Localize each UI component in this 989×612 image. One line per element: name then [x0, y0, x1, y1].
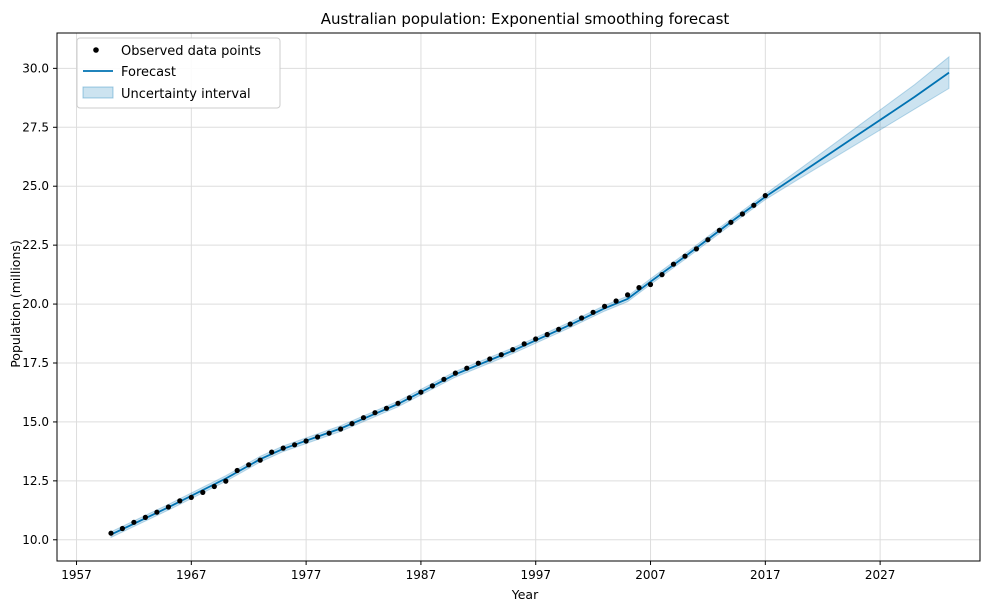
- observed-point: [670, 261, 677, 267]
- observed-point: [108, 530, 114, 536]
- x-tick-label: 2027: [865, 568, 896, 582]
- forecast-line: [110, 71, 950, 536]
- x-tick-label: 1977: [291, 568, 322, 582]
- y-tick-label: 27.5: [22, 120, 49, 134]
- legend: Observed data points Forecast Uncertaint…: [76, 37, 281, 109]
- legend-observed-label: Observed data points: [121, 44, 261, 59]
- observed-point: [636, 285, 642, 291]
- x-axis-ticks: 1957 1967 1977 1987 1997 2007 2017 2027: [61, 561, 895, 582]
- y-tick-label: 30.0: [22, 61, 49, 75]
- uncertainty-band: [110, 55, 950, 539]
- x-tick-label: 2007: [635, 568, 666, 582]
- y-tick-label: 17.5: [22, 356, 49, 370]
- observed-point: [349, 421, 355, 427]
- y-tick-label: 10.0: [22, 533, 49, 547]
- x-tick-label: 2017: [750, 568, 781, 582]
- legend-interval-label: Uncertainty interval: [121, 87, 251, 102]
- observed-point: [452, 370, 458, 376]
- chart-title: Australian population: Exponential smoot…: [321, 10, 730, 28]
- x-tick-label: 1957: [61, 568, 92, 582]
- observed-point: [280, 445, 286, 451]
- observed-point: [533, 336, 539, 342]
- observed-point: [590, 309, 596, 315]
- observed-point: [510, 347, 516, 353]
- observed-point: [177, 498, 183, 504]
- observed-point: [131, 519, 137, 525]
- observed-point: [292, 442, 298, 448]
- forecast-line-group: [110, 71, 950, 536]
- observed-point: [142, 514, 148, 521]
- y-tick-label: 22.5: [22, 238, 49, 252]
- observed-point: [705, 237, 711, 243]
- observed-point: [269, 449, 275, 455]
- y-tick-label: 25.0: [22, 179, 49, 193]
- legend-observed-marker: [93, 47, 99, 53]
- observed-point: [211, 483, 217, 490]
- observed-point: [579, 315, 585, 321]
- observed-point: [647, 281, 654, 288]
- observed-point: [544, 331, 550, 338]
- observed-point: [383, 405, 390, 411]
- observed-point: [372, 410, 378, 416]
- observed-point: [739, 211, 746, 217]
- legend-box: [76, 37, 281, 109]
- y-tick-label: 20.0: [22, 297, 49, 311]
- observed-point: [418, 389, 424, 395]
- legend-interval-swatch: [82, 86, 114, 99]
- observed-point: [475, 360, 481, 366]
- observed-point: [659, 272, 665, 278]
- observed-point: [429, 383, 435, 389]
- observed-point: [338, 426, 344, 432]
- plot-frame: [56, 32, 981, 562]
- observed-point: [257, 457, 263, 463]
- observed-point: [693, 246, 700, 252]
- observed-point: [360, 415, 367, 421]
- observed-point: [602, 303, 608, 309]
- observed-point: [716, 227, 723, 233]
- observed-point: [395, 400, 401, 406]
- x-tick-label: 1987: [406, 568, 437, 582]
- observed-points: [108, 193, 768, 536]
- observed-point: [682, 253, 688, 259]
- x-axis-label: Year: [511, 587, 539, 602]
- observed-point: [303, 438, 309, 444]
- observed-point: [567, 321, 573, 327]
- legend-forecast-label: Forecast: [121, 65, 176, 80]
- observed-point: [406, 395, 412, 401]
- observed-point: [464, 365, 470, 371]
- observed-point: [315, 434, 321, 440]
- observed-point: [487, 356, 493, 362]
- observed-point: [223, 478, 229, 484]
- observed-point: [613, 298, 619, 304]
- observed-point: [762, 193, 768, 199]
- observed-point: [154, 509, 160, 515]
- observed-point: [188, 494, 194, 500]
- observed-point: [234, 467, 240, 474]
- uncertainty-interval-area: [110, 55, 950, 539]
- y-tick-label: 15.0: [22, 415, 49, 429]
- observed-point: [556, 326, 562, 332]
- observed-point: [200, 489, 206, 495]
- observed-point: [165, 504, 171, 510]
- y-axis-ticks: 10.0 12.5 15.0 17.5 20.0 22.5 25.0 27.5 30.0: [22, 61, 57, 547]
- observed-point: [751, 202, 757, 208]
- y-tick-label: 12.5: [22, 474, 49, 488]
- observed-point: [728, 219, 734, 225]
- observed-point: [521, 341, 527, 347]
- observed-point: [498, 352, 504, 358]
- observed-point: [326, 430, 332, 436]
- x-tick-label: 1997: [520, 568, 551, 582]
- x-tick-label: 1967: [176, 568, 207, 582]
- y-axis-label: Population (millions): [8, 240, 23, 368]
- observed-point: [246, 462, 252, 468]
- observed-point: [119, 525, 125, 532]
- observed-point: [625, 292, 631, 298]
- observed-point: [441, 376, 447, 382]
